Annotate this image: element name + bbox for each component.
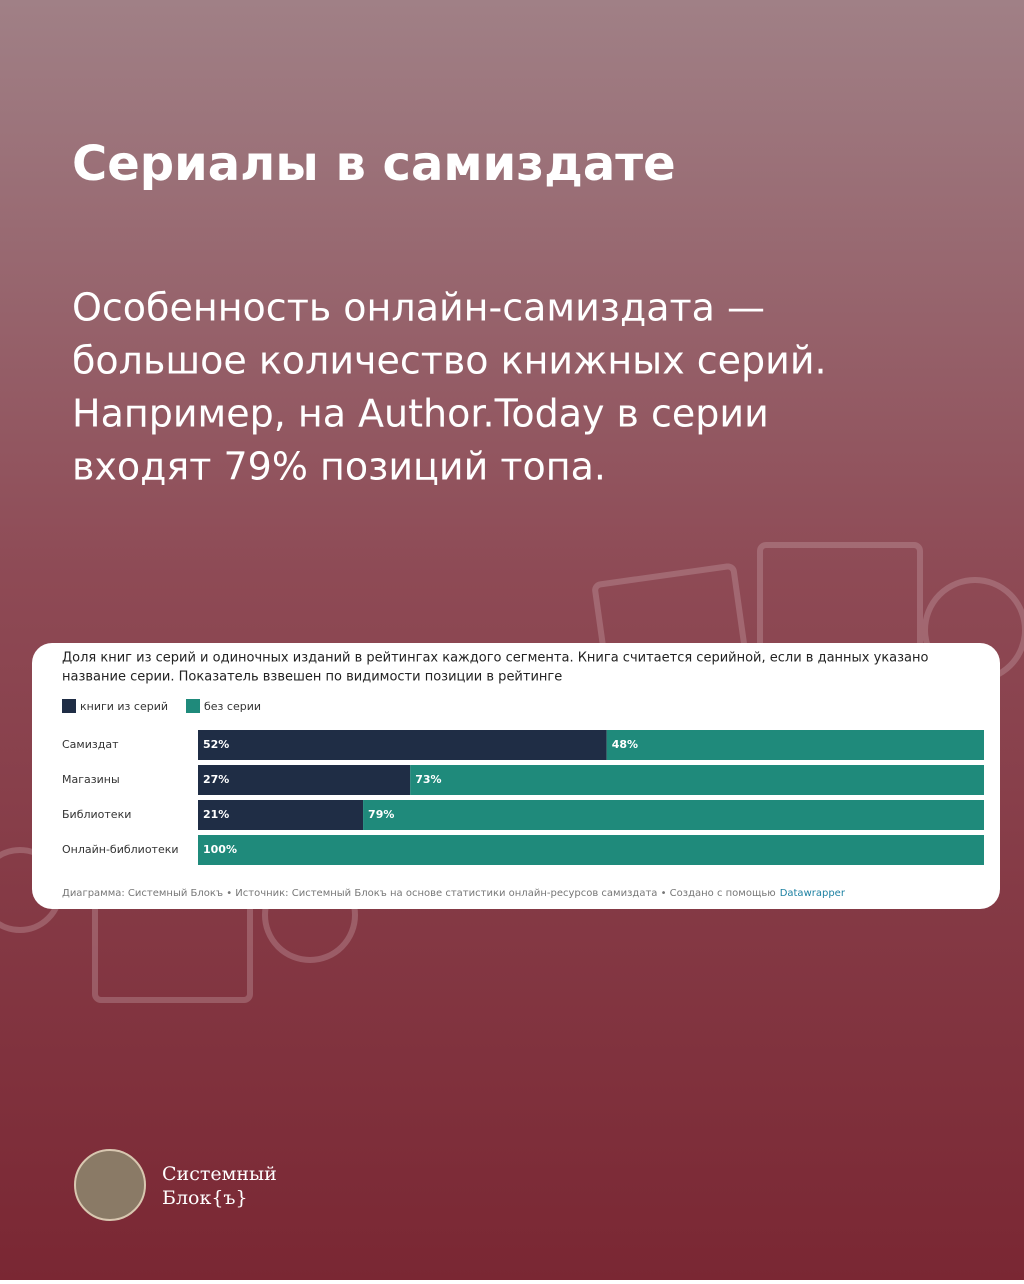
- text-line: входят 79% позиций топа.: [72, 445, 606, 489]
- text-line: Например, на Author.Today в серии: [72, 392, 769, 436]
- chart-note: Диаграмма: Системный Блокъ • Источник: С…: [62, 888, 776, 899]
- text-line: Особенность онлайн-самиздата —: [72, 286, 765, 330]
- bar-segment: [606, 730, 984, 760]
- category-label: Онлайн-библиотеки: [62, 843, 179, 856]
- text-line: большое количество книжных серий.: [72, 339, 827, 383]
- legend-label: без серии: [204, 700, 261, 713]
- value-label: 73%: [415, 773, 441, 786]
- value-label: 21%: [203, 808, 229, 821]
- value-label: 100%: [203, 843, 237, 856]
- avatar: [74, 1149, 146, 1221]
- bar-segment: [198, 730, 607, 760]
- category-label: Магазины: [62, 773, 120, 786]
- bar-segment: [198, 765, 411, 795]
- brand: Блок{ъ}: [162, 1187, 248, 1209]
- category-label: Библиотеки: [62, 808, 131, 821]
- bar-segment: [410, 765, 985, 795]
- value-label: 79%: [368, 808, 394, 821]
- bar-segment: [198, 800, 364, 830]
- value-label: 52%: [203, 738, 229, 751]
- legend-swatch: [62, 699, 76, 713]
- legend-swatch: [186, 699, 200, 713]
- category-label: Самиздат: [62, 738, 119, 751]
- bar-segment: [363, 800, 984, 830]
- chart-title: Доля книг из серий и одиночных изданий в…: [62, 651, 929, 666]
- title: Сериалы в самиздате: [72, 136, 676, 192]
- value-label: 27%: [203, 773, 229, 786]
- legend-label: книги из серий: [80, 700, 168, 713]
- brand: Системный: [162, 1163, 277, 1185]
- bar-segment: [198, 835, 984, 865]
- value-label: 48%: [612, 738, 638, 751]
- chart-title: название серии. Показатель взвешен по ви…: [62, 670, 562, 685]
- chart-note-link: Datawrapper: [780, 888, 846, 899]
